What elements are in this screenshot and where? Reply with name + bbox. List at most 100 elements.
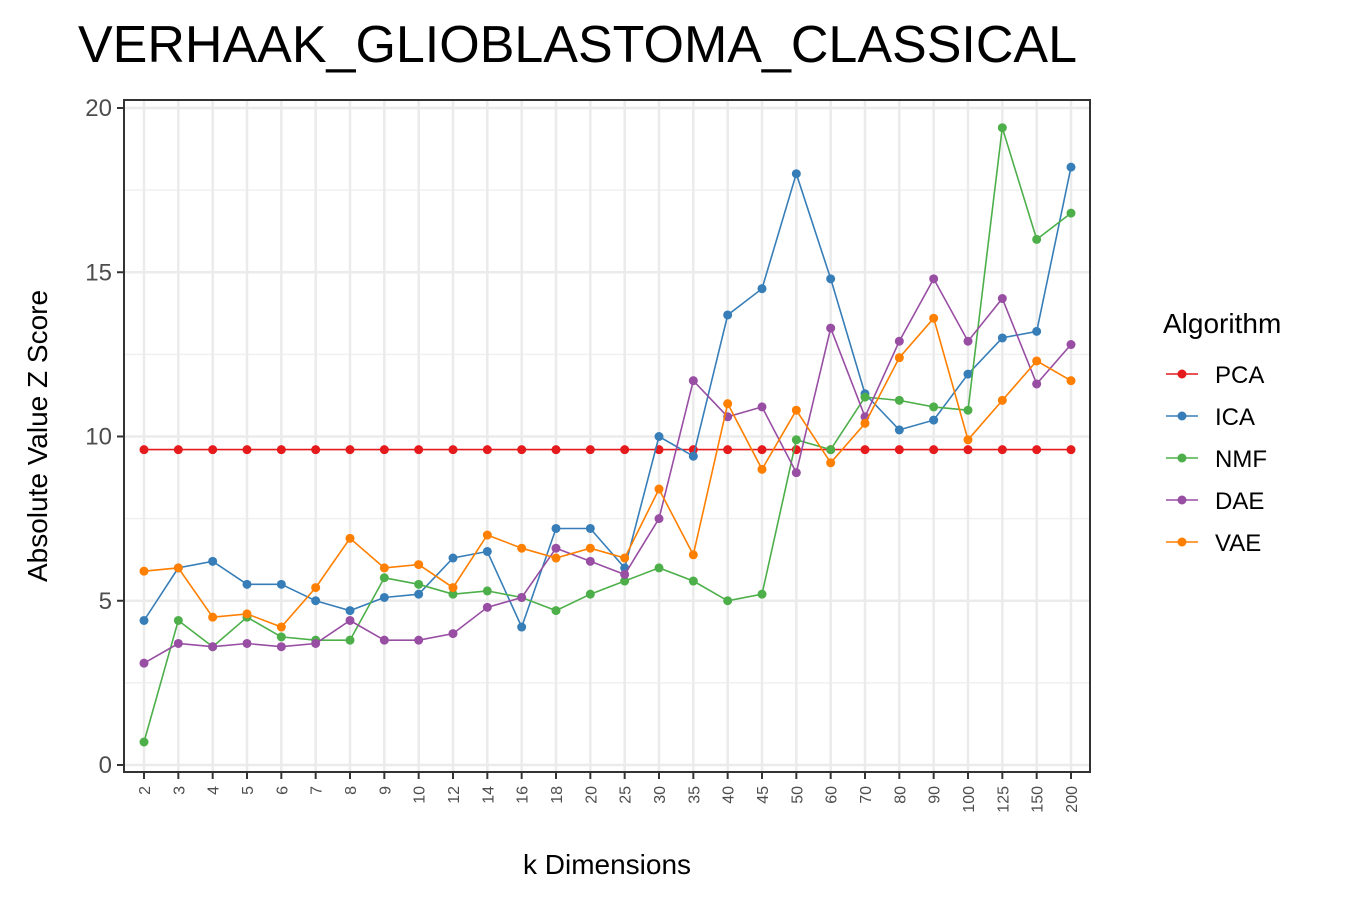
legend-label: PCA	[1215, 362, 1264, 389]
legend-item-vae: VAE	[1166, 530, 1261, 557]
data-point-dae	[173, 638, 183, 648]
data-point-dae	[757, 402, 767, 412]
data-point-nmf	[482, 586, 492, 596]
data-point-pca	[414, 445, 424, 455]
data-point-nmf	[1032, 234, 1042, 244]
x-tick-label: 125	[995, 786, 1012, 813]
data-point-nmf	[757, 589, 767, 599]
data-point-dae	[929, 274, 939, 284]
legend-label: NMF	[1215, 446, 1267, 473]
data-point-nmf	[654, 563, 664, 573]
data-point-vae	[208, 612, 218, 622]
data-point-dae	[311, 638, 321, 648]
x-tick-label: 150	[1030, 786, 1047, 813]
data-point-ica	[723, 310, 733, 320]
x-tick-label: 12	[446, 786, 463, 804]
x-tick-label: 14	[480, 786, 497, 804]
legend-label: DAE	[1215, 488, 1264, 515]
series-line-ica	[143, 166, 1072, 630]
x-axis-title: k Dimensions	[523, 849, 691, 880]
data-point-nmf	[929, 402, 939, 412]
data-point-vae	[826, 458, 836, 468]
x-tick-label: 7	[309, 786, 326, 795]
data-point-ica	[826, 274, 836, 284]
data-point-ica	[688, 451, 698, 461]
data-point-dae	[551, 543, 561, 553]
series-ica	[139, 162, 1076, 632]
x-axis: 2 3 4 5 6 7 8 9 10 12 14 16 18 20 25 30 35 40 45 50 60 70 80 90…	[137, 772, 1081, 813]
data-point-pca	[757, 445, 767, 455]
data-point-dae	[345, 615, 355, 625]
x-tick-label: 8	[343, 786, 360, 795]
data-point-ica	[242, 579, 252, 589]
data-point-nmf	[276, 632, 286, 642]
x-tick-label: 60	[824, 786, 841, 804]
x-tick-label: 16	[515, 786, 532, 804]
data-point-vae	[379, 563, 389, 573]
data-point-pca	[345, 445, 355, 455]
data-point-pca	[894, 445, 904, 455]
series-line-vae	[143, 316, 1072, 628]
y-tick-label: 10	[85, 424, 112, 451]
data-point-ica	[345, 606, 355, 616]
data-point-ica	[997, 333, 1007, 343]
data-point-nmf	[414, 579, 424, 589]
data-point-vae	[585, 543, 595, 553]
data-point-ica	[757, 284, 767, 294]
series-vae	[139, 313, 1076, 632]
data-point-dae	[482, 602, 492, 612]
data-point-ica	[379, 592, 389, 602]
legend: Algorithm PCA ICA NMF DAE VAE	[1163, 308, 1281, 557]
series-line-nmf	[143, 127, 1072, 743]
data-point-nmf	[173, 615, 183, 625]
data-point-vae	[620, 553, 630, 563]
data-point-vae	[242, 609, 252, 619]
data-point-pca	[311, 445, 321, 455]
data-point-dae	[1032, 379, 1042, 389]
data-point-vae	[791, 405, 801, 415]
data-point-dae	[997, 294, 1007, 304]
legend-item-ica: ICA	[1166, 404, 1255, 431]
y-tick-label: 20	[85, 95, 112, 122]
legend-title: Algorithm	[1163, 308, 1281, 339]
data-point-pca	[620, 445, 630, 455]
series-line-dae	[143, 277, 1072, 664]
data-point-dae	[654, 514, 664, 524]
x-tick-label: 5	[240, 786, 257, 795]
x-tick-label: 200	[1064, 786, 1081, 813]
data-point-dae	[826, 323, 836, 333]
x-tick-label: 9	[377, 786, 394, 795]
x-tick-label: 80	[892, 786, 909, 804]
legend-item-dae: DAE	[1166, 488, 1264, 515]
data-point-ica	[929, 415, 939, 425]
series-nmf	[139, 123, 1076, 747]
data-point-vae	[139, 566, 149, 576]
data-point-vae	[723, 399, 733, 409]
x-tick-label: 18	[549, 786, 566, 804]
data-point-dae	[517, 592, 527, 602]
data-point-vae	[448, 583, 458, 593]
data-point-vae	[654, 484, 664, 494]
data-point-pca	[551, 445, 561, 455]
data-point-vae	[860, 418, 870, 428]
y-tick-label: 15	[85, 259, 112, 286]
x-tick-label: 25	[618, 786, 635, 804]
legend-item-pca: PCA	[1166, 362, 1264, 389]
legend-label: ICA	[1215, 404, 1255, 431]
data-point-nmf	[723, 596, 733, 606]
data-point-vae	[929, 313, 939, 323]
data-point-dae	[208, 642, 218, 652]
data-point-vae	[173, 563, 183, 573]
legend-key-point	[1177, 495, 1187, 505]
data-point-pca	[208, 445, 218, 455]
y-axis: 0 5 10 15 20	[85, 95, 124, 779]
data-point-pca	[929, 445, 939, 455]
x-tick-label: 40	[721, 786, 738, 804]
data-point-nmf	[688, 576, 698, 586]
data-point-nmf	[345, 635, 355, 645]
x-tick-label: 100	[961, 786, 978, 813]
x-tick-label: 3	[171, 786, 188, 795]
data-point-vae	[997, 395, 1007, 405]
data-point-nmf	[379, 573, 389, 583]
